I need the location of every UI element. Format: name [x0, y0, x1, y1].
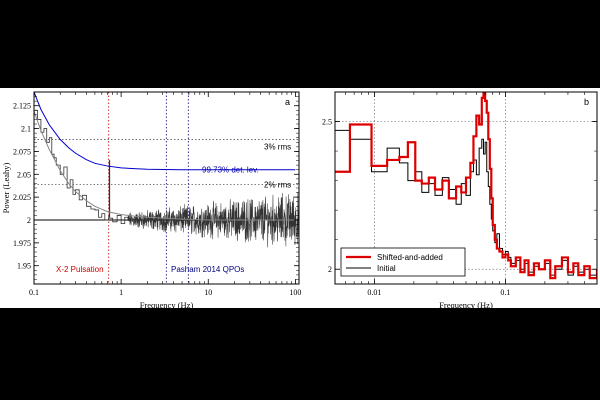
x-axis-label: Frequency (Hz) [140, 300, 194, 308]
power-spectrum-noise [127, 192, 299, 248]
panel-label-b: b [584, 97, 589, 107]
y-tick-label: 2.5 [322, 118, 332, 127]
x-axis-label: Frequency (Hz) [439, 300, 493, 308]
legend-box [340, 247, 466, 277]
x-tick-label: 1 [119, 288, 123, 297]
y-tick-label: 1.95 [17, 262, 31, 271]
y-tick-label: 2.075 [13, 147, 31, 156]
annotation-2pct-rms: 2% rms [264, 180, 291, 189]
y-tick-label: 2.025 [13, 193, 31, 202]
chart-panel-a: 0.1 1 10 100 1.95 1.975 2 2.025 2.05 2.075 2.1 2.12… [1, 91, 301, 308]
series-shifted-and-added [335, 92, 597, 280]
x-tick-label: 100 [289, 288, 301, 297]
plot-content [335, 92, 597, 284]
legend-label: Initial [377, 264, 396, 273]
panel-label-a: a [285, 97, 290, 107]
x-tick-label: 0.1 [500, 288, 510, 297]
y-tick-label: 2.125 [13, 102, 31, 111]
legend-label: Shifted-and-added [377, 253, 443, 262]
detection-level-curve [34, 92, 296, 171]
chart-panel-b: 0.01 0.1 2 2.5 Frequency (Hz) Shifted-and-add… [322, 91, 598, 308]
x-tick-label: 0.01 [367, 288, 381, 297]
annotation-qpo: Pasham 2014 QPOs [171, 265, 244, 274]
annotation-detection-level: 99.73% det. lev. [202, 166, 259, 175]
annotation-x2-pulsation: X-2 Pulsation [56, 265, 104, 274]
y-tick-label: 2 [27, 216, 31, 225]
x-tick-label: 10 [204, 288, 212, 297]
figure-panel: 0.1 1 10 100 1.95 1.975 2 2.025 2.05 2.075 2.1 2.12… [0, 88, 600, 308]
y-tick-label: 1.975 [13, 239, 31, 248]
x-tick-label: 0.1 [29, 288, 39, 297]
annotation-3pct-rms: 3% rms [264, 143, 291, 152]
y-tick-label: 2.05 [17, 170, 31, 179]
y-tick-label: 2 [328, 265, 332, 274]
model-curve [34, 111, 296, 221]
plot-content [34, 92, 299, 284]
power-spectrum-steps [34, 109, 129, 225]
y-axis-label: Power (Leahy) [1, 162, 11, 213]
y-tick-label: 2.1 [21, 125, 31, 134]
